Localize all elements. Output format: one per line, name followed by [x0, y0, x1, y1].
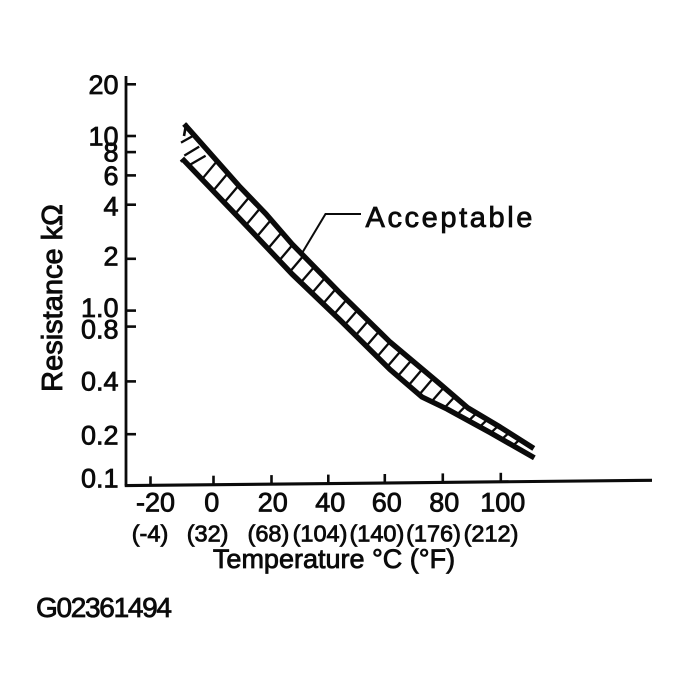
- svg-text:100: 100: [480, 488, 525, 518]
- svg-text:(212): (212): [464, 521, 519, 547]
- svg-text:8: 8: [103, 138, 118, 168]
- svg-text:(32): (32): [187, 521, 229, 547]
- svg-text:-20: -20: [136, 488, 175, 518]
- svg-text:0.2: 0.2: [81, 420, 119, 450]
- svg-text:G02361494: G02361494: [36, 592, 171, 623]
- svg-text:4: 4: [103, 192, 118, 222]
- svg-text:20: 20: [258, 488, 288, 518]
- svg-text:0.1: 0.1: [81, 463, 119, 493]
- svg-text:(-4): (-4): [132, 521, 169, 547]
- svg-text:(176): (176): [406, 521, 461, 547]
- svg-text:6: 6: [103, 161, 118, 191]
- svg-text:1.0: 1.0: [81, 293, 119, 323]
- svg-text:Acceptable: Acceptable: [366, 202, 536, 234]
- svg-text:0: 0: [204, 488, 219, 518]
- svg-text:60: 60: [372, 488, 402, 518]
- svg-text:(104): (104): [293, 521, 348, 547]
- svg-text:0.4: 0.4: [81, 367, 119, 397]
- svg-text:(68): (68): [248, 521, 290, 547]
- svg-text:80: 80: [429, 488, 459, 518]
- svg-text:2: 2: [103, 242, 118, 272]
- svg-text:40: 40: [315, 488, 345, 518]
- svg-text:(140): (140): [349, 521, 404, 547]
- svg-text:Temperature °C (°F): Temperature °C (°F): [213, 544, 455, 574]
- svg-text:20: 20: [88, 70, 118, 100]
- svg-text:10: 10: [88, 122, 118, 152]
- svg-text:Resistance kΩ: Resistance kΩ: [37, 204, 69, 392]
- svg-text:0.8: 0.8: [81, 315, 119, 345]
